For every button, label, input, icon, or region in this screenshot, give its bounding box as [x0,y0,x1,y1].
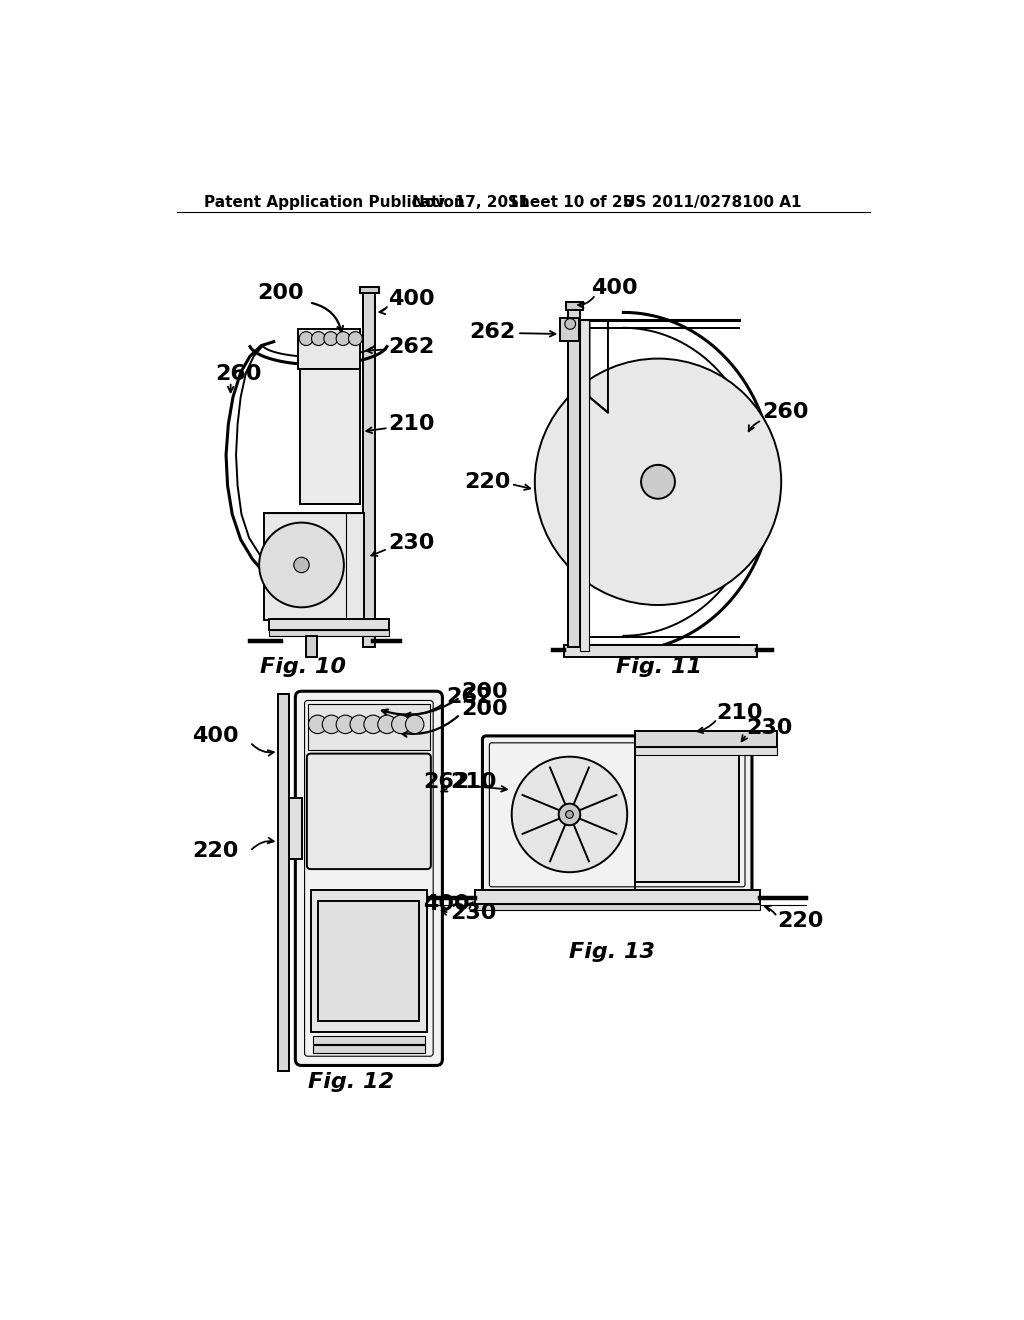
Text: 262: 262 [469,322,515,342]
Bar [310,758,427,866]
Text: 400: 400 [591,277,638,298]
Text: 200: 200 [462,682,508,702]
Bar [581,321,590,651]
Circle shape [311,331,326,346]
Text: US 2011/0278100 A1: US 2011/0278100 A1 [624,195,802,210]
Bar [635,747,777,755]
Circle shape [565,810,573,818]
Text: Fig. 11: Fig. 11 [615,656,701,677]
Circle shape [323,715,341,734]
Circle shape [294,557,309,573]
Text: 210: 210 [716,702,762,723]
Bar [565,302,583,310]
Bar [564,645,757,656]
Circle shape [336,331,350,346]
Circle shape [535,359,781,605]
Bar [475,890,760,904]
Text: 400: 400 [388,289,435,309]
Text: Patent Application Publication: Patent Application Publication [204,195,465,210]
Bar [318,902,419,1020]
Bar [269,619,388,630]
Bar [310,890,427,1032]
Text: Nov. 17, 2011: Nov. 17, 2011 [412,195,528,210]
Bar [313,1036,425,1044]
Text: 230: 230 [451,903,497,923]
Bar [289,797,301,859]
Circle shape [348,331,362,346]
Circle shape [391,715,410,734]
Circle shape [378,715,396,734]
Bar [279,693,289,1071]
Text: 262: 262 [388,337,435,356]
Bar [264,512,364,620]
Text: 400: 400 [423,894,469,913]
Text: 260: 260 [215,364,262,384]
Text: 200: 200 [462,700,508,719]
Text: Sheet 10 of 25: Sheet 10 of 25 [508,195,633,210]
Text: 230: 230 [388,533,435,553]
Text: 262: 262 [423,772,469,792]
Text: 220: 220 [191,841,239,862]
Circle shape [259,523,344,607]
Text: 262: 262 [446,688,493,708]
Text: 400: 400 [191,726,239,746]
Circle shape [565,318,575,330]
Circle shape [559,804,581,825]
Text: Fig. 13: Fig. 13 [569,941,655,961]
Circle shape [641,465,675,499]
Bar [300,370,360,504]
Bar [635,730,777,747]
Text: 210: 210 [388,414,435,434]
Circle shape [299,331,313,346]
Text: 260: 260 [762,403,809,422]
Bar [635,747,739,882]
Bar [568,309,581,647]
Bar [306,636,316,657]
Text: 220: 220 [464,471,510,492]
Bar [475,904,760,909]
Text: Fig. 12: Fig. 12 [307,1072,393,1093]
Circle shape [350,715,369,734]
Circle shape [324,331,338,346]
Bar [560,318,580,341]
Text: Fig. 10: Fig. 10 [260,656,346,677]
Bar [313,1045,425,1053]
Text: 230: 230 [746,718,793,738]
Text: 220: 220 [777,911,823,931]
FancyBboxPatch shape [482,737,752,894]
Bar [269,630,388,636]
Circle shape [512,756,628,873]
Bar [307,704,430,750]
Circle shape [406,715,424,734]
Text: 210: 210 [451,772,497,792]
Bar [298,330,360,370]
FancyBboxPatch shape [307,754,431,869]
Bar [364,293,376,647]
Bar [360,286,379,293]
Circle shape [336,715,354,734]
FancyBboxPatch shape [295,692,442,1065]
Circle shape [364,715,382,734]
Circle shape [308,715,327,734]
Text: 200: 200 [257,284,304,304]
